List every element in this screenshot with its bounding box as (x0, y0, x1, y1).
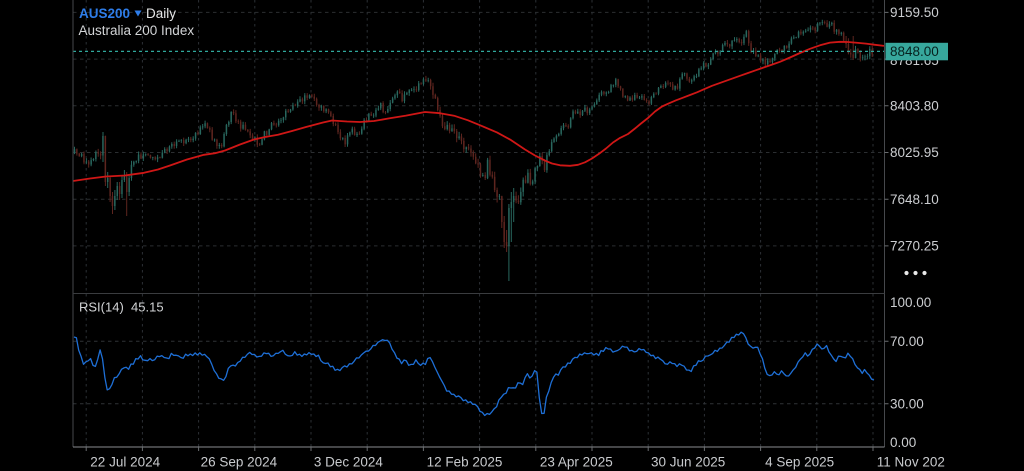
svg-text:22 Jul 2024: 22 Jul 2024 (90, 455, 160, 470)
svg-text:0.00: 0.00 (890, 435, 916, 450)
svg-text:8403.80: 8403.80 (890, 99, 939, 114)
svg-text:9159.50: 9159.50 (890, 5, 939, 20)
svg-text:RSI(14) 45.15: RSI(14) 45.15 (79, 300, 164, 315)
svg-text:7648.10: 7648.10 (890, 192, 939, 207)
svg-text:23 Apr 2025: 23 Apr 2025 (540, 455, 613, 470)
svg-text:12 Feb 2025: 12 Feb 2025 (427, 455, 503, 470)
svg-text:3 Dec 2024: 3 Dec 2024 (314, 455, 384, 470)
svg-text:30.00: 30.00 (890, 397, 924, 412)
svg-text:70.00: 70.00 (890, 334, 924, 349)
svg-text:Australia 200 Index: Australia 200 Index (79, 23, 195, 38)
svg-text:7270.25: 7270.25 (890, 239, 939, 254)
svg-text:100.00: 100.00 (890, 295, 931, 310)
svg-text:8025.95: 8025.95 (890, 145, 939, 160)
svg-text:Daily: Daily (146, 6, 176, 21)
svg-text:11 Nov 202: 11 Nov 202 (877, 455, 945, 470)
svg-text:30 Jun 2025: 30 Jun 2025 (651, 455, 725, 470)
svg-text:4 Sep 2025: 4 Sep 2025 (765, 455, 834, 470)
svg-text:AUS200: AUS200 (79, 6, 130, 21)
svg-text:26 Sep 2024: 26 Sep 2024 (201, 455, 278, 470)
svg-text:8848.00: 8848.00 (890, 44, 939, 59)
